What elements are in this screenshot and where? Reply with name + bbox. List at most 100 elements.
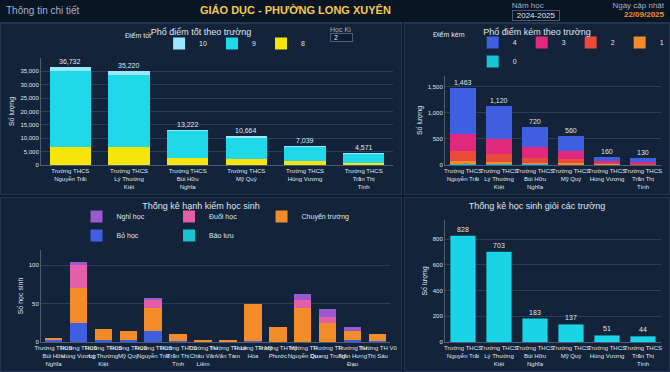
svg-text:Trường THCSBùi HữuNghĩa: Trường THCSBùi HữuNghĩa	[169, 168, 207, 190]
svg-text:Trường THCSLý ThườngKiệt: Trường THCSLý ThườngKiệt	[480, 345, 518, 367]
svg-text:1,000: 1,000	[428, 110, 444, 116]
html-text:Thông tin chi tiết: Thông tin chi tiết	[6, 5, 80, 16]
svg-text:Trường THCSLý ThườngKiệt: Trường THCSLý ThườngKiệt	[110, 168, 148, 190]
html-text:Học Kì: Học Kì	[330, 26, 351, 33]
svg-text:36,732: 36,732	[59, 58, 81, 65]
svg-text:Trường THCSHùng Vương: Trường THCSHùng Vương	[588, 345, 626, 359]
svg-text:0: 0	[35, 162, 39, 168]
svg-text:183: 183	[529, 309, 541, 316]
svg-text:Trường THCSTrần ThịTính: Trường THCSTrần ThịTính	[159, 345, 197, 367]
svg-text:5,000: 5,000	[24, 149, 40, 155]
svg-text:Số lượng: Số lượng	[7, 97, 16, 126]
svg-text:Phổ điểm tốt theo trường: Phổ điểm tốt theo trường	[151, 27, 251, 37]
svg-text:4: 4	[513, 39, 517, 46]
svg-text:Nghỉ học: Nghỉ học	[117, 213, 145, 221]
svg-text:1,120: 1,120	[490, 97, 508, 104]
svg-text:1,500: 1,500	[428, 84, 444, 90]
svg-text:15,000: 15,000	[20, 122, 39, 128]
svg-text:560: 560	[565, 127, 577, 134]
svg-text:703: 703	[493, 242, 505, 249]
svg-text:720: 720	[529, 118, 541, 125]
svg-text:Trường THCSMỹ Quý: Trường THCSMỹ Quý	[227, 168, 265, 182]
svg-text:30,000: 30,000	[20, 82, 39, 88]
svg-text:500: 500	[433, 136, 444, 142]
svg-text:130: 130	[637, 149, 649, 156]
html-text:Năm học: Năm học	[511, 1, 544, 10]
svg-text:44: 44	[639, 326, 647, 333]
svg-text:Trường THNguyễn Du: Trường THNguyễn Du	[288, 345, 318, 359]
svg-text:Thống kê học sinh giỏi các trư: Thống kê học sinh giỏi các trường	[469, 201, 606, 211]
svg-text:Trường THCSNguyễn Trãi: Trường THCSNguyễn Trãi	[51, 168, 89, 182]
html-text:Ngày cập nhật: Ngày cập nhật	[612, 1, 664, 10]
svg-text:Trường THCSTrần ThịTính: Trường THCSTrần ThịTính	[624, 168, 662, 190]
svg-text:10,664: 10,664	[235, 127, 257, 134]
svg-text:Trường THCSTrần ThịTính: Trường THCSTrần ThịTính	[624, 345, 662, 367]
svg-text:0: 0	[513, 58, 517, 65]
svg-text:Trường THCSMỹ Quý: Trường THCSMỹ Quý	[552, 168, 590, 182]
svg-text:3: 3	[562, 39, 566, 46]
svg-text:Trường TH VõThị Sáu: Trường TH VõThị Sáu	[358, 345, 397, 359]
svg-text:600: 600	[433, 262, 444, 268]
svg-text:Thống kê hạnh kiểm học sinh: Thống kê hạnh kiểm học sinh	[142, 201, 260, 211]
svg-text:50: 50	[32, 301, 39, 307]
svg-text:35,220: 35,220	[118, 62, 140, 69]
svg-text:20,000: 20,000	[20, 109, 39, 115]
svg-text:0: 0	[439, 339, 443, 345]
svg-text:Trường THCSTrần ThịTính: Trường THCSTrần ThịTính	[345, 168, 383, 190]
svg-text:7,039: 7,039	[296, 137, 314, 144]
svg-text:Trường THCSLý ThườngKiệt: Trường THCSLý ThườngKiệt	[84, 345, 122, 367]
svg-text:8: 8	[301, 40, 305, 47]
svg-text:10,000: 10,000	[20, 135, 39, 141]
svg-text:1: 1	[660, 39, 664, 46]
svg-text:Trường THCSBùi HữuNghĩa: Trường THCSBùi HữuNghĩa	[34, 345, 72, 367]
svg-text:400: 400	[433, 288, 444, 294]
svg-text:Bảo lưu: Bảo lưu	[209, 232, 234, 239]
svg-text:Trường THCSNguyễn Trãi: Trường THCSNguyễn Trãi	[444, 168, 482, 182]
svg-text:13,222: 13,222	[177, 121, 199, 128]
svg-text:828: 828	[457, 226, 469, 233]
svg-text:10: 10	[199, 40, 207, 47]
svg-text:160: 160	[601, 148, 613, 155]
svg-text:Trường THCSLý ThườngKiệt: Trường THCSLý ThườngKiệt	[480, 168, 518, 190]
svg-text:800: 800	[433, 236, 444, 242]
svg-text:0: 0	[35, 339, 39, 345]
svg-text:9: 9	[252, 40, 256, 47]
svg-text:Chuyển trường: Chuyển trường	[302, 213, 350, 221]
svg-text:0: 0	[439, 162, 443, 168]
svg-text:Số lượng: Số lượng	[415, 106, 424, 135]
svg-text:137: 137	[565, 314, 577, 321]
svg-text:Trường THQuang Trung: Trường THQuang Trung	[310, 345, 345, 359]
svg-text:Trường THCSBùi HữuNghĩa: Trường THCSBùi HữuNghĩa	[516, 345, 554, 367]
svg-text:Trường THCSNguyễn Trãi: Trường THCSNguyễn Trãi	[134, 345, 172, 359]
html-text:2024-2025: 2024-2025	[516, 11, 555, 20]
svg-text:Trường TH LêVăn Tám: Trường TH LêVăn Tám	[209, 345, 248, 359]
svg-text:Số học sinh: Số học sinh	[16, 278, 24, 315]
svg-text:Phổ điểm kém theo trường: Phổ điểm kém theo trường	[483, 27, 590, 37]
svg-text:1,463: 1,463	[454, 79, 472, 86]
svg-text:Trường TH MỹPhước: Trường TH MỹPhước	[258, 345, 297, 359]
svg-text:4,571: 4,571	[355, 144, 373, 151]
svg-text:Bỏ học: Bỏ học	[117, 232, 139, 239]
svg-text:Trường THCSHùng Vương: Trường THCSHùng Vương	[286, 168, 324, 182]
svg-text:Trường THCSHùng Vương: Trường THCSHùng Vương	[59, 345, 97, 359]
svg-text:35,000: 35,000	[20, 68, 39, 74]
svg-text:51: 51	[603, 325, 611, 332]
svg-text:25,000: 25,000	[20, 95, 39, 101]
svg-text:Số lượng: Số lượng	[420, 266, 429, 295]
svg-text:Trường THCSBùi HữuNghĩa: Trường THCSBùi HữuNghĩa	[516, 168, 554, 190]
svg-text:Trường THCSMỹ Quý: Trường THCSMỹ Quý	[109, 345, 147, 359]
svg-text:2: 2	[611, 39, 615, 46]
svg-text:Điểm tốt: Điểm tốt	[125, 31, 151, 39]
svg-text:Trường THCSNguyễn Trãi: Trường THCSNguyễn Trãi	[444, 345, 482, 359]
html-text:GIÁO DỤC - PHƯỜNG LONG XUYÊN: GIÁO DỤC - PHƯỜNG LONG XUYÊN	[200, 4, 391, 16]
svg-text:Trường TH MỹHòa: Trường TH MỹHòa	[233, 345, 272, 359]
svg-text:Trường THCSHùng Vương: Trường THCSHùng Vương	[588, 168, 626, 182]
svg-text:200: 200	[433, 313, 444, 319]
svg-text:Trường THTrần HưngĐạo: Trường THTrần HưngĐạo	[338, 345, 368, 367]
svg-text:Điểm kém: Điểm kém	[433, 31, 465, 38]
svg-text:Trường THCSMỹ Quý: Trường THCSMỹ Quý	[552, 345, 590, 359]
html-text:22/09/2025: 22/09/2025	[624, 10, 664, 19]
svg-text:Trường THChâu VănLiêm: Trường THChâu VănLiêm	[188, 345, 218, 367]
svg-text:Đuổi học: Đuổi học	[209, 213, 237, 220]
svg-text:100: 100	[29, 262, 40, 268]
